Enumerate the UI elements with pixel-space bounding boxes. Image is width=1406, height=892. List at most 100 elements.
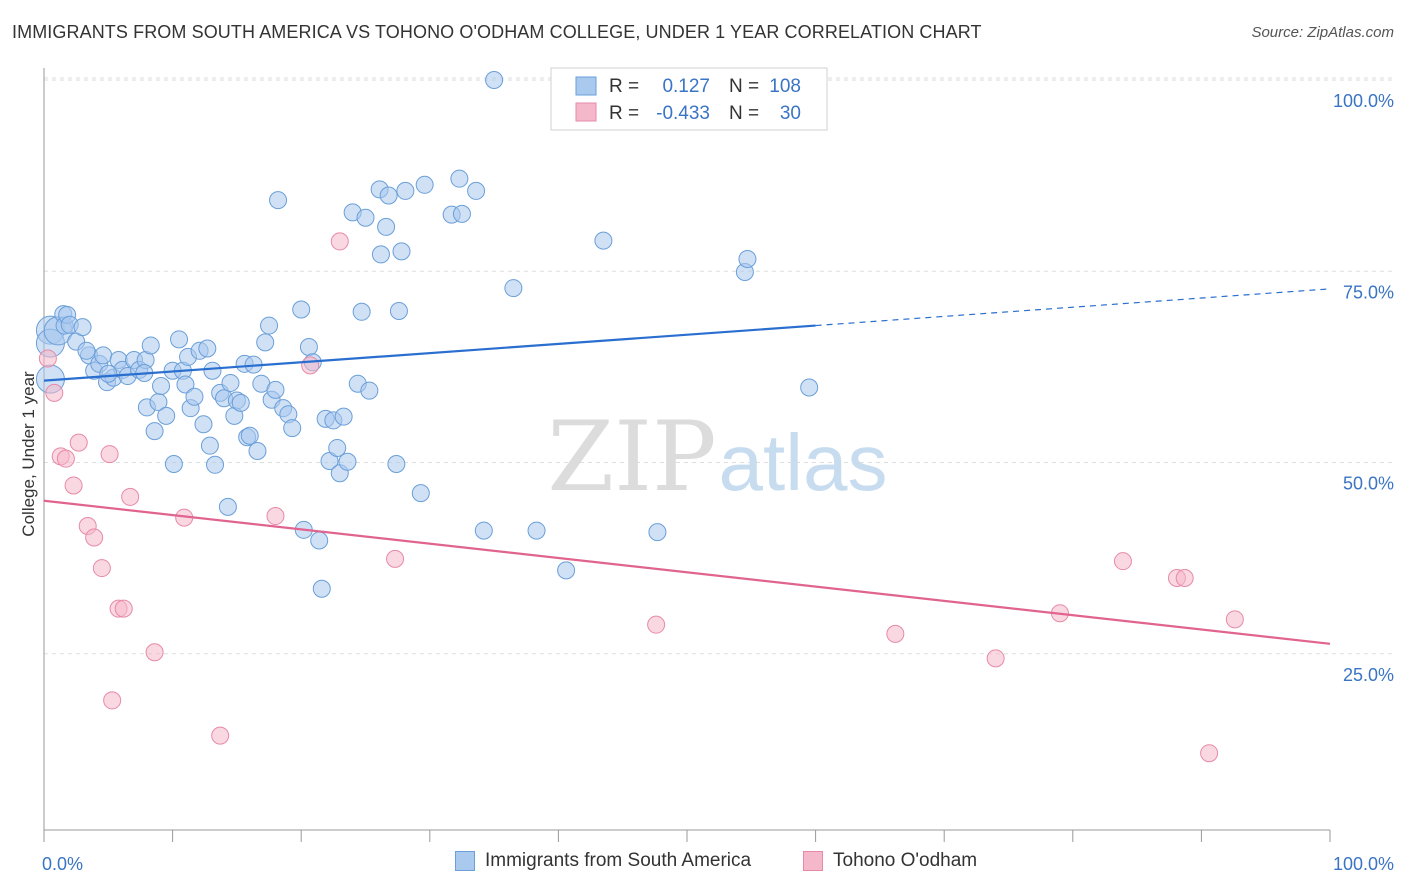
point-tohono-oodham xyxy=(1225,610,1244,629)
point-tohono-oodham xyxy=(266,507,285,526)
point-immigrants-south-america xyxy=(527,521,546,540)
point-tohono-oodham xyxy=(69,433,88,452)
point-tohono-oodham xyxy=(1175,569,1194,588)
point-immigrants-south-america xyxy=(200,436,219,455)
y-tick-label: 100.0% xyxy=(1333,91,1394,111)
legend-item-series2: Tohono O'odham xyxy=(803,850,977,872)
legend-item-series1: Immigrants from South America xyxy=(455,850,751,872)
point-immigrants-south-america xyxy=(594,231,613,250)
point-immigrants-south-america xyxy=(248,442,267,461)
point-immigrants-south-america xyxy=(450,169,469,188)
trend-line-series1 xyxy=(43,324,816,382)
point-immigrants-south-america xyxy=(648,523,667,542)
y-tick-label: 75.0% xyxy=(1343,282,1394,302)
chart-source: Source: ZipAtlas.com xyxy=(1251,24,1394,41)
point-immigrants-south-america xyxy=(392,242,411,261)
point-immigrants-south-america xyxy=(485,71,504,89)
x-tick-label-min: 0.0% xyxy=(42,854,83,874)
trend-line-series1-extension xyxy=(815,288,1331,327)
point-immigrants-south-america xyxy=(269,191,288,210)
legend-swatch-series1 xyxy=(575,76,597,96)
point-immigrants-south-america xyxy=(218,497,237,516)
point-immigrants-south-america xyxy=(396,181,415,200)
y-tick-labels: 25.0% 50.0% 75.0% 100.0% xyxy=(1333,91,1394,685)
point-tohono-oodham xyxy=(1113,552,1132,571)
x-tick-label-max: 100.0% xyxy=(1333,854,1394,874)
point-immigrants-south-america xyxy=(185,387,204,406)
point-immigrants-south-america xyxy=(283,419,302,438)
point-immigrants-south-america xyxy=(411,484,430,503)
point-tohono-oodham xyxy=(64,476,83,495)
point-tohono-oodham xyxy=(45,383,64,402)
point-immigrants-south-america xyxy=(387,455,406,474)
y-tick-label: 25.0% xyxy=(1343,665,1394,685)
legend-box xyxy=(550,67,828,131)
point-immigrants-south-america xyxy=(73,318,92,337)
point-immigrants-south-america xyxy=(292,300,311,319)
legend-n-label-1: N = xyxy=(729,76,759,97)
point-tohono-oodham xyxy=(886,624,905,643)
point-immigrants-south-america xyxy=(352,302,371,321)
point-immigrants-south-america xyxy=(312,579,331,598)
legend-swatch-series2 xyxy=(575,102,597,122)
point-tohono-oodham xyxy=(85,528,104,547)
legend-r-value-1: 0.127 xyxy=(662,76,710,97)
point-tohono-oodham xyxy=(211,726,230,745)
legend-r-value-2: -0.433 xyxy=(656,103,710,124)
point-immigrants-south-america xyxy=(356,208,375,227)
point-immigrants-south-america xyxy=(99,364,118,383)
watermark: ZIP atlas xyxy=(547,401,887,513)
point-immigrants-south-america xyxy=(240,426,259,445)
point-tohono-oodham xyxy=(103,691,122,710)
legend-swatch-series1-bottom xyxy=(455,851,475,871)
point-immigrants-south-america xyxy=(379,186,398,205)
point-tohono-oodham xyxy=(114,599,133,618)
point-immigrants-south-america xyxy=(231,393,250,412)
y-axis-label: College, Under 1 year xyxy=(19,371,38,537)
point-tohono-oodham xyxy=(100,445,119,464)
point-immigrants-south-america xyxy=(141,336,160,355)
trend-line-series2 xyxy=(43,499,1331,645)
point-immigrants-south-america xyxy=(452,204,471,223)
legend-label-series2: Tohono O'odham xyxy=(833,850,978,871)
point-tohono-oodham xyxy=(1200,744,1219,763)
point-tohono-oodham xyxy=(56,449,75,468)
point-immigrants-south-america xyxy=(203,361,222,380)
trend-lines xyxy=(43,288,1331,645)
point-immigrants-south-america xyxy=(377,217,396,236)
point-immigrants-south-america xyxy=(198,339,217,358)
point-immigrants-south-america xyxy=(299,337,318,356)
legend-swatch-series2-bottom xyxy=(803,851,823,871)
point-immigrants-south-america xyxy=(415,175,434,194)
point-immigrants-south-america xyxy=(800,378,819,397)
point-immigrants-south-america xyxy=(266,380,285,399)
legend-r-label-2: R = xyxy=(609,103,639,124)
point-immigrants-south-america xyxy=(504,279,523,298)
point-immigrants-south-america xyxy=(176,375,195,394)
point-immigrants-south-america xyxy=(467,181,486,200)
legend-n-value-1: 108 xyxy=(769,76,801,97)
watermark-zip: ZIP xyxy=(547,401,716,513)
correlation-legend: R = 0.127 N = 108 R = -0.433 N = 30 xyxy=(550,67,828,131)
point-immigrants-south-america xyxy=(738,250,757,269)
point-immigrants-south-america xyxy=(170,330,189,349)
point-immigrants-south-america xyxy=(474,521,493,540)
y-tick-label: 50.0% xyxy=(1343,474,1394,494)
point-immigrants-south-america xyxy=(334,407,353,426)
point-immigrants-south-america xyxy=(256,333,275,352)
point-tohono-oodham xyxy=(121,487,140,506)
point-immigrants-south-america xyxy=(194,415,213,434)
point-tohono-oodham xyxy=(38,349,57,368)
point-immigrants-south-america xyxy=(360,381,379,400)
point-immigrants-south-america xyxy=(338,452,357,471)
series-points xyxy=(35,71,1244,763)
point-immigrants-south-america xyxy=(77,341,96,360)
point-immigrants-south-america xyxy=(310,531,329,550)
point-immigrants-south-america xyxy=(164,455,183,474)
point-tohono-oodham xyxy=(330,232,349,251)
point-tohono-oodham xyxy=(145,643,164,662)
point-immigrants-south-america xyxy=(328,438,347,457)
x-ticks xyxy=(43,830,1331,842)
point-tohono-oodham xyxy=(386,549,405,568)
point-tohono-oodham xyxy=(92,559,111,578)
